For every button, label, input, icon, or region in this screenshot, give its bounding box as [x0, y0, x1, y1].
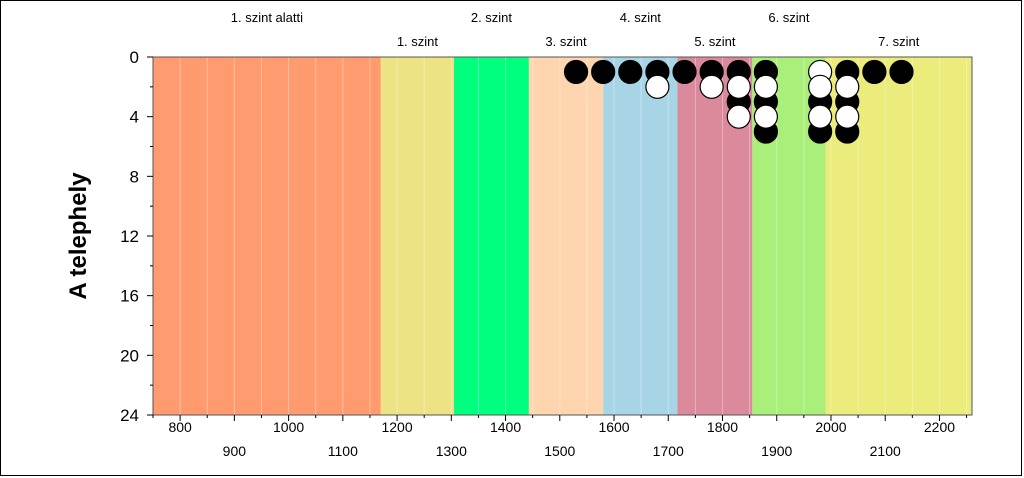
x-tick-label: 900 [223, 443, 247, 459]
white-marker [726, 74, 751, 99]
white-marker [699, 74, 724, 99]
band-label-8: 7. szint [878, 34, 920, 49]
x-tick-label: 1800 [707, 419, 738, 435]
band-2 [380, 57, 455, 415]
black-marker [672, 59, 697, 85]
band-1 [153, 57, 381, 415]
x-tick-label: 1100 [328, 443, 358, 459]
white-marker [808, 104, 833, 129]
white-marker [753, 104, 778, 129]
y-tick-label: 12 [120, 227, 139, 246]
x-tick-label: 2200 [924, 419, 955, 435]
black-marker [618, 59, 643, 85]
band-3 [454, 57, 529, 415]
data-markers [563, 59, 914, 144]
x-tick-label: 2000 [815, 419, 846, 435]
white-marker [753, 74, 778, 99]
band-5 [603, 57, 678, 415]
y-tick-label: 20 [120, 346, 139, 365]
y-tick-label: 4 [130, 108, 139, 127]
level-bands [153, 57, 972, 415]
x-axis-ticks: 800 1000 1200 1400 1600 1800 2000 2200 900 1100 13… [152, 415, 968, 459]
white-marker [835, 104, 860, 129]
band-labels: 1. szint alatti 1. szint 2. szint 3. szint 4… [231, 10, 920, 49]
white-marker [726, 104, 751, 129]
white-marker [835, 74, 860, 99]
y-tick-label: 0 [130, 48, 139, 67]
band-label-3: 2. szint [471, 10, 513, 25]
y-axis-title: A telephely [65, 172, 92, 300]
band-label-5: 4. szint [620, 10, 662, 25]
white-marker [808, 74, 833, 99]
x-tick-label: 800 [168, 419, 192, 435]
band-label-7: 6. szint [768, 10, 810, 25]
y-tick-label: 8 [130, 167, 139, 186]
black-marker [563, 59, 589, 85]
black-marker [889, 59, 914, 85]
band-4 [528, 57, 604, 415]
band-label-4: 3. szint [545, 34, 587, 49]
x-tick-label: 1700 [653, 443, 684, 459]
white-marker [645, 74, 670, 99]
y-tick-label: 24 [120, 406, 139, 425]
band-label-2: 1. szint [397, 34, 439, 49]
band-label-6: 5. szint [694, 34, 736, 49]
x-tick-label: 1300 [436, 443, 467, 459]
black-marker [591, 59, 616, 85]
y-axis-ticks: 0 4 8 12 16 20 24 [120, 48, 153, 425]
x-tick-label: 1600 [598, 419, 629, 435]
x-tick-label: 2100 [870, 443, 901, 459]
x-tick-label: 1200 [381, 419, 412, 435]
y-tick-label: 16 [120, 287, 139, 306]
x-tick-label: 1500 [544, 443, 575, 459]
x-tick-label: 1000 [273, 419, 304, 435]
black-marker [862, 59, 887, 85]
x-tick-label: 1400 [490, 419, 521, 435]
band-label-1: 1. szint alatti [231, 10, 303, 25]
x-tick-label: 1900 [761, 443, 792, 459]
